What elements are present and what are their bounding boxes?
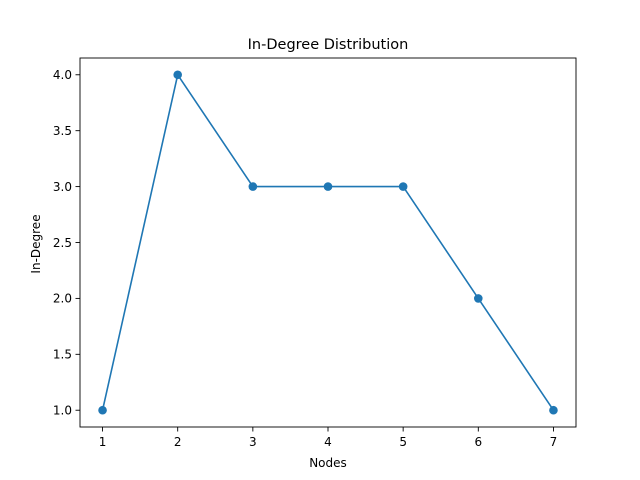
plot-area: 1 2 3 4 5 6 7 1.0 1.5 2.0 2.5 3.0 3.5 4.0 — [53, 57, 577, 449]
x-tick-label: 4 — [324, 435, 332, 449]
x-tick-label: 2 — [174, 435, 182, 449]
x-tick-label: 5 — [399, 435, 407, 449]
y-axis-label: In-Degree — [29, 214, 43, 273]
x-axis-label: Nodes — [309, 456, 347, 470]
series-line — [101, 73, 555, 411]
y-tick-label: 2.0 — [53, 292, 72, 306]
x-tick-label: 7 — [550, 435, 558, 449]
data-point — [248, 182, 258, 191]
x-tick-label: 1 — [99, 435, 107, 449]
data-point — [173, 70, 182, 80]
y-tick-label: 2.5 — [53, 236, 72, 250]
y-tick-label: 1.5 — [53, 348, 72, 362]
chart-title: In-Degree Distribution — [248, 37, 409, 53]
data-point — [323, 182, 333, 191]
x-tick-label: 6 — [474, 435, 482, 449]
y-tick-label: 3.0 — [53, 180, 72, 194]
data-point — [474, 294, 483, 303]
axes-frame — [79, 57, 577, 428]
x-tick-label: 3 — [249, 435, 257, 449]
data-point — [398, 182, 408, 191]
y-tick-label: 1.0 — [53, 404, 72, 418]
data-point — [549, 405, 558, 415]
y-tick-label: 3.5 — [53, 124, 72, 138]
data-point — [98, 405, 107, 415]
y-tick-label: 4.0 — [53, 68, 72, 82]
